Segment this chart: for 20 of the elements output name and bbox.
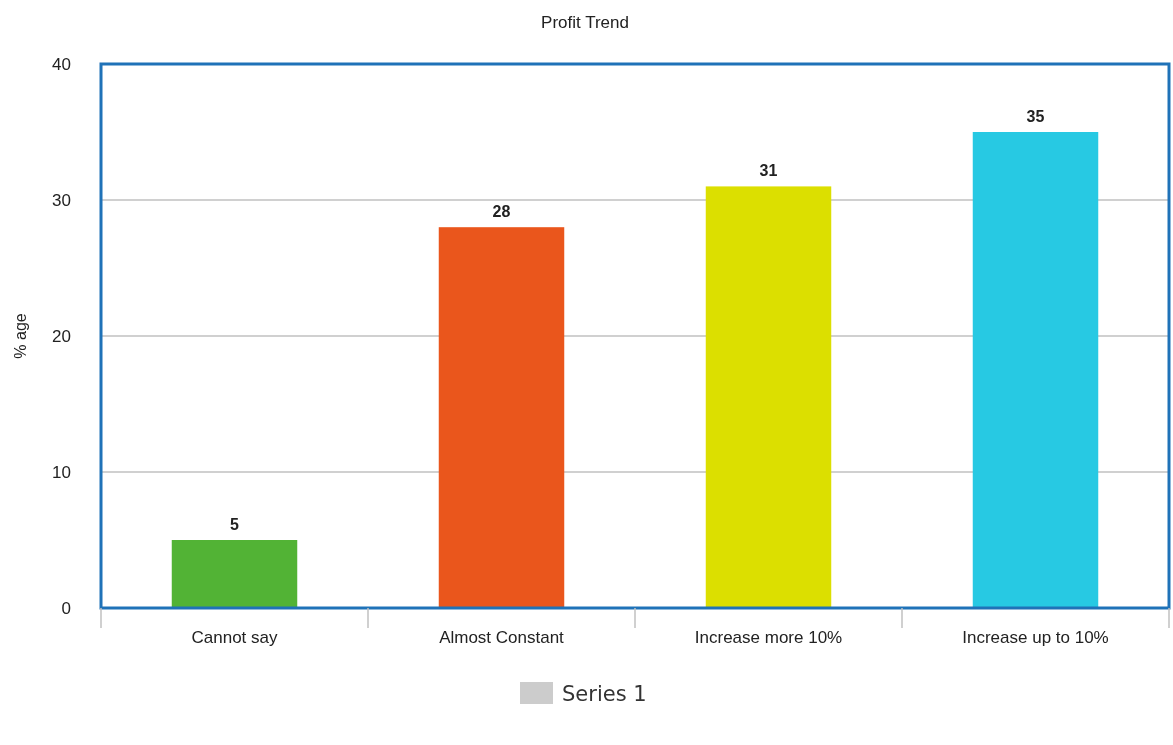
text: Series 1 — [562, 682, 647, 706]
y-tick-label: 10 — [52, 463, 71, 482]
bar — [705, 186, 832, 608]
y-axis-title: % age — [12, 313, 29, 359]
chart-title: Profit Trend — [541, 13, 629, 32]
data-label: 31 — [759, 162, 778, 180]
y-tick-label: 40 — [52, 55, 71, 74]
x-tick-label: Almost Constant — [439, 628, 565, 647]
data-label: 28 — [492, 203, 511, 221]
y-tick-label: 20 — [52, 327, 71, 346]
y-tick-label: 0 — [61, 599, 71, 618]
x-tick-label: Increase more 10% — [694, 628, 843, 647]
data-label: 5 — [230, 516, 240, 533]
x-tick-label: Increase up to 10% — [962, 628, 1109, 647]
bar — [171, 540, 298, 608]
bar — [972, 132, 1099, 608]
bar — [438, 227, 565, 608]
data-label: 35 — [1026, 108, 1045, 125]
y-tick-label: 30 — [52, 191, 71, 210]
x-tick-label: Cannot say — [191, 628, 278, 647]
